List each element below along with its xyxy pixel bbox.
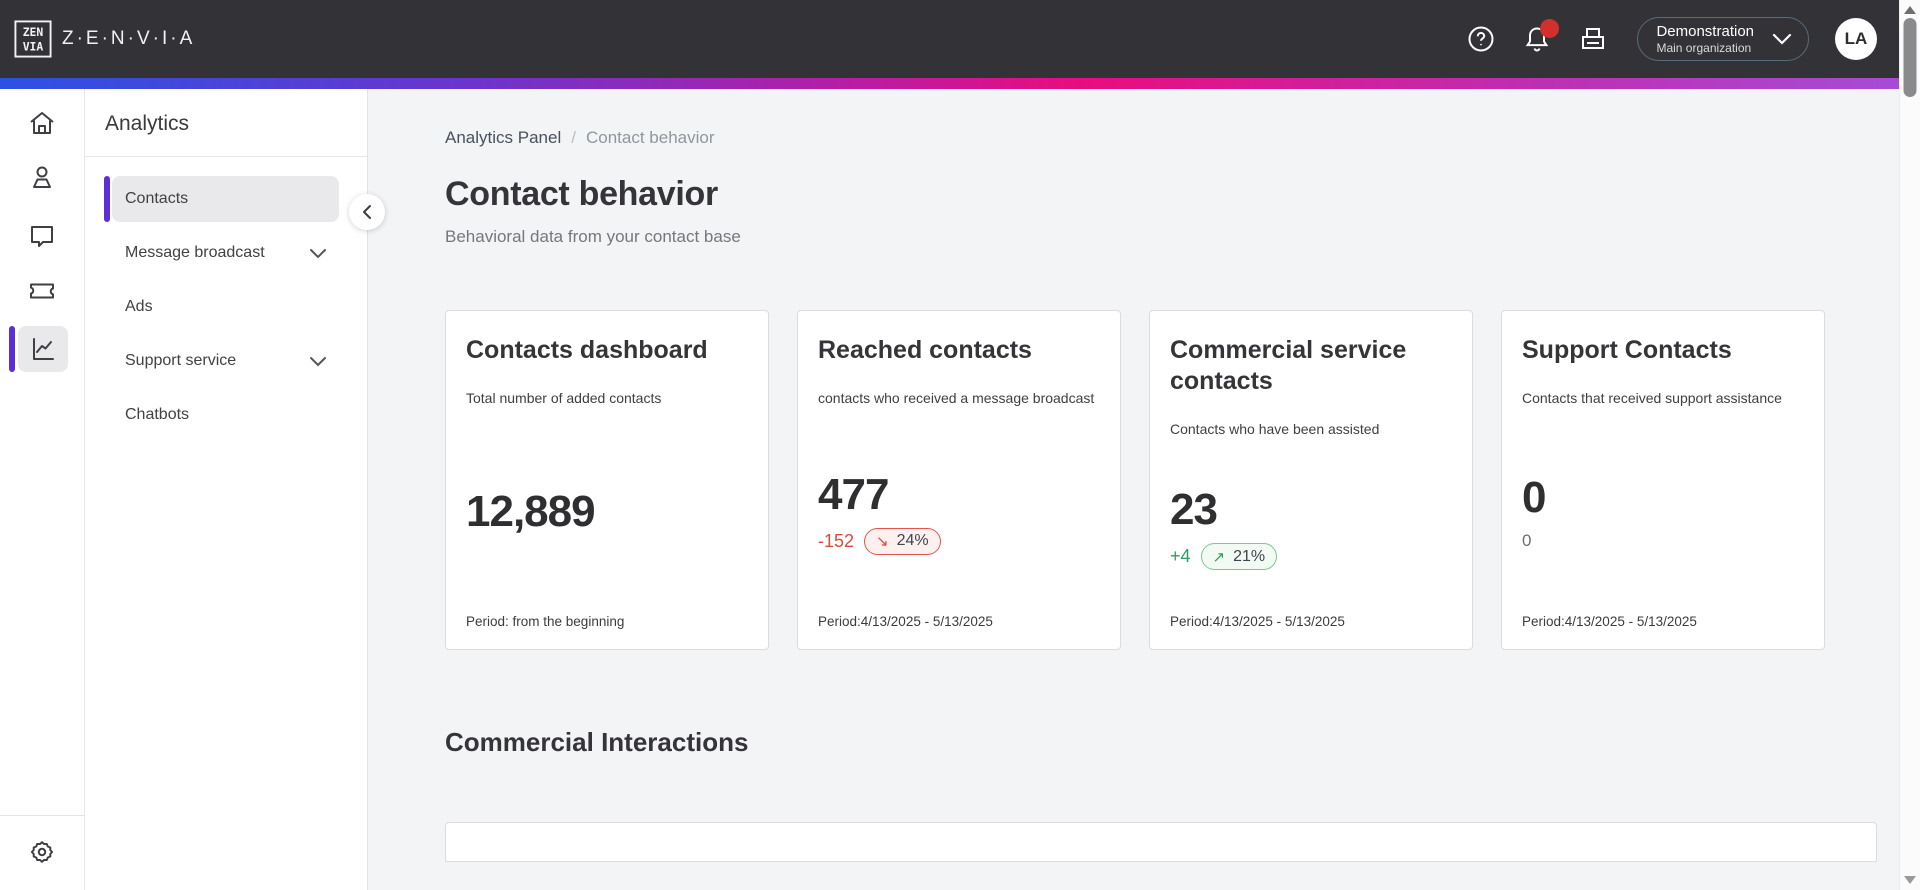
breadcrumb-separator: / [571, 128, 576, 147]
sidebar-item-ads[interactable]: Ads [112, 284, 339, 330]
primary-icon-rail [0, 89, 85, 890]
card-title: Support Contacts [1522, 336, 1732, 364]
delta-value: -152 [818, 530, 855, 551]
trend-up-arrow-icon: ↗ [1212, 548, 1226, 566]
zenvia-wordmark: Z·E·N·V·I·A [62, 28, 196, 49]
sidebar-item-message-broadcast[interactable]: Message broadcast [112, 230, 339, 276]
sidebar-item-contacts[interactable]: Contacts [104, 176, 339, 222]
card-value: 477 [818, 469, 889, 519]
chevron-down-icon [309, 248, 327, 259]
organization-selector[interactable]: Demonstration Main organization [1637, 17, 1809, 61]
chevron-down-icon [309, 356, 327, 367]
active-rail-indicator [9, 326, 15, 372]
analytics-menu: Contacts Message broadcast Ads Support s… [85, 157, 367, 438]
page-scrollbar[interactable] [1899, 0, 1920, 890]
contacts-person-icon[interactable] [28, 163, 56, 191]
notifications-bell-icon[interactable] [1523, 19, 1560, 53]
zenvia-brand[interactable]: ZEN VIA Z·E·N·V·I·A [14, 20, 195, 58]
card-description: Contacts who have been assisted [1170, 421, 1380, 437]
trend-percent: 21% [1233, 547, 1266, 565]
menu-item-label: Chatbots [125, 406, 190, 423]
menu-item-label: Contacts [125, 190, 189, 207]
kpi-cards-row: Contacts dashboard Total number of added… [445, 310, 1899, 650]
analytics-sidebar-panel: Analytics Contacts Message broadcast [85, 89, 385, 890]
delta-value: 0 [1522, 531, 1532, 550]
card-reached-contacts: Reached contacts contacts who received a… [797, 310, 1121, 650]
svg-text:VIA: VIA [23, 39, 44, 53]
trend-badge: ↘ 24% [864, 527, 941, 555]
zenvia-logo-icon: ZEN VIA [14, 20, 52, 58]
commercial-interactions-card [445, 822, 1877, 862]
card-period: Period:4/13/2025 - 5/13/2025 [1522, 614, 1697, 629]
chat-bubble-icon[interactable] [28, 222, 56, 250]
menu-item-label: Message broadcast [125, 244, 265, 261]
home-icon[interactable] [28, 109, 56, 137]
scrollbar-thumb[interactable] [1903, 18, 1917, 97]
sidebar-item-support-service[interactable]: Support service [112, 338, 339, 384]
rail-divider [0, 815, 84, 816]
card-value: 0 [1522, 473, 1546, 522]
panel-divider [85, 156, 367, 157]
user-avatar[interactable]: LA [1835, 18, 1877, 60]
page-subtitle: Behavioral data from your contact base [445, 227, 741, 246]
panel-title: Analytics [105, 112, 190, 135]
analytics-icon[interactable] [18, 326, 68, 372]
sidebar-item-chatbots[interactable]: Chatbots [112, 392, 339, 438]
ticket-icon[interactable] [28, 277, 56, 305]
menu-item-label: Support service [125, 352, 237, 369]
delta-value: +4 [1170, 546, 1191, 566]
breadcrumb: Analytics Panel / Contact behavior [445, 128, 1899, 148]
card-description: Contacts that received support assistanc… [1522, 390, 1782, 406]
card-period: Period:4/13/2025 - 5/13/2025 [1170, 614, 1345, 629]
scrollbar-down-arrow-icon[interactable] [1904, 876, 1916, 884]
card-title: Contacts dashboard [466, 336, 708, 364]
trend-percent: 24% [896, 532, 929, 549]
card-title: Commercial service contacts [1170, 336, 1407, 395]
card-title: Reached contacts [818, 336, 1032, 364]
notification-badge-dot [1540, 19, 1560, 38]
settings-gear-icon[interactable] [28, 838, 56, 866]
page-title: Contact behavior [445, 175, 718, 213]
printer-icon[interactable] [1579, 25, 1607, 53]
content-area: Analytics Panel / Contact behavior Conta… [368, 89, 1899, 890]
card-commercial-service-contacts: Commercial service contacts Contacts who… [1149, 310, 1473, 650]
card-description: Total number of added contacts [466, 390, 662, 406]
brand-gradient-strip [0, 78, 1899, 89]
help-icon[interactable] [1467, 25, 1495, 53]
scrollbar-up-arrow-icon[interactable] [1904, 6, 1916, 14]
card-value: 12,889 [466, 487, 596, 536]
breadcrumb-analytics-panel[interactable]: Analytics Panel [445, 128, 562, 147]
chevron-down-icon [1772, 33, 1792, 45]
organization-subtitle: Main organization [1656, 40, 1752, 55]
organization-labels: Demonstration Main organization [1656, 23, 1754, 55]
card-period: Period: from the beginning [466, 614, 625, 629]
card-description: contacts who received a message broadcas… [818, 390, 1095, 406]
commercial-interactions-heading: Commercial Interactions [445, 727, 749, 757]
card-period: Period:4/13/2025 - 5/13/2025 [818, 614, 993, 629]
menu-item-label: Ads [125, 298, 153, 315]
card-contacts-dashboard: Contacts dashboard Total number of added… [445, 310, 769, 650]
trend-down-arrow-icon: ↘ [876, 533, 889, 550]
card-value: 23 [1170, 485, 1218, 534]
svg-text:ZEN: ZEN [23, 25, 44, 39]
top-navigation-bar: ZEN VIA Z·E·N·V·I·A [0, 0, 1899, 78]
topbar-actions: Demonstration Main organization LA [1439, 17, 1877, 61]
collapse-panel-button[interactable] [349, 194, 385, 230]
organization-name: Demonstration [1656, 22, 1754, 40]
breadcrumb-current: Contact behavior [585, 128, 715, 147]
trend-badge: ↗ 21% [1200, 543, 1278, 570]
main-layout: Analytics Contacts Message broadcast [0, 89, 1899, 890]
card-support-contacts: Support Contacts Contacts that received … [1501, 310, 1825, 650]
